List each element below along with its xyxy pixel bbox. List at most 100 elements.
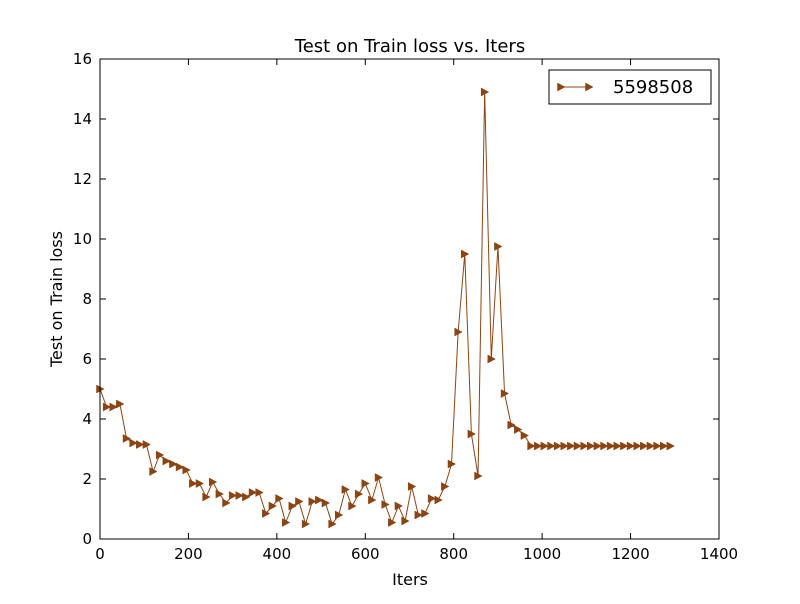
data-point	[288, 501, 297, 511]
data-point	[659, 441, 669, 451]
data-point	[155, 450, 165, 460]
data-point	[268, 501, 277, 511]
data-point	[640, 441, 649, 451]
x-tick-label: 0	[95, 545, 105, 563]
data-point	[553, 441, 563, 451]
data-point	[235, 491, 244, 500]
data-point	[580, 441, 589, 451]
data-point	[567, 441, 576, 451]
data-point	[381, 500, 390, 509]
y-tick-label: 4	[82, 410, 92, 428]
x-tick-label: 1400	[700, 545, 738, 563]
data-point	[494, 242, 503, 251]
data-point	[255, 488, 264, 497]
data-point	[182, 465, 191, 475]
data-point	[666, 441, 675, 451]
data-point	[626, 441, 636, 451]
data-point	[328, 519, 337, 529]
y-tick-label: 8	[82, 290, 92, 308]
data-point	[136, 440, 145, 449]
data-point	[222, 498, 231, 508]
legend-marker	[585, 82, 594, 92]
y-axis-label: Test on Train loss	[47, 231, 66, 368]
y-tick-label: 10	[73, 230, 92, 248]
data-point	[262, 509, 271, 518]
data-point	[454, 327, 463, 337]
y-tick-label: 6	[82, 350, 92, 368]
data-point	[587, 441, 596, 451]
data-point	[169, 459, 178, 469]
data-point	[308, 497, 317, 506]
data-point	[527, 441, 536, 451]
data-point	[653, 441, 662, 451]
data-point	[361, 479, 370, 488]
data-point	[202, 492, 211, 502]
x-axis-label: Iters	[392, 570, 428, 589]
legend: 5598508	[548, 69, 712, 105]
data-point	[295, 497, 304, 506]
data-point	[474, 471, 483, 481]
data-point	[520, 431, 529, 440]
data-point	[162, 456, 171, 466]
data-point	[116, 399, 125, 409]
data-point	[228, 491, 238, 500]
data-point	[427, 494, 437, 503]
data-point	[149, 467, 158, 476]
data-point	[275, 494, 284, 503]
chart-title: Test on Train loss vs. Iters	[294, 36, 525, 57]
data-point	[407, 482, 417, 491]
data-point	[368, 495, 377, 505]
data-point	[540, 441, 549, 451]
data-point	[248, 488, 258, 497]
data-point	[620, 441, 629, 451]
y-tick-label: 16	[73, 50, 92, 68]
data-point	[613, 441, 622, 451]
data-point	[215, 489, 224, 499]
data-point	[354, 489, 364, 499]
data-point	[593, 441, 602, 451]
y-tick-label: 0	[82, 530, 92, 548]
data-point	[447, 459, 457, 469]
data-point	[500, 389, 510, 398]
data-point	[348, 501, 357, 511]
data-point	[242, 492, 251, 502]
x-tick-label: 800	[439, 545, 468, 563]
data-point	[646, 441, 655, 451]
data-point	[573, 441, 583, 451]
data-point	[195, 479, 205, 488]
y-tick-label: 2	[82, 470, 92, 488]
data-point	[514, 425, 523, 434]
x-tick-label: 1200	[611, 545, 649, 563]
data-point	[175, 462, 185, 472]
x-tick-label: 400	[263, 545, 292, 563]
data-point	[281, 518, 291, 527]
data-point	[129, 438, 138, 448]
data-point	[441, 482, 450, 491]
data-point	[321, 498, 331, 508]
data-point	[189, 479, 198, 488]
data-point	[208, 477, 218, 487]
legend-marker	[557, 82, 566, 92]
plot-area: 0 200 400 600 800 1000 1200 1400 0 2 4 6 8 10 12 14 16	[73, 50, 738, 563]
data-point	[434, 495, 443, 505]
data-point	[461, 249, 470, 259]
data-point	[341, 485, 350, 494]
data-point	[335, 510, 344, 520]
data-point	[547, 441, 556, 451]
legend-label: 5598508	[613, 77, 693, 98]
data-point	[102, 402, 112, 412]
data-point	[606, 441, 616, 451]
data-point	[633, 441, 642, 451]
x-tick-label: 200	[174, 545, 203, 563]
data-point	[394, 501, 403, 511]
data-point	[374, 473, 384, 482]
data-point	[315, 495, 324, 505]
data-point	[301, 519, 311, 529]
data-point	[421, 509, 430, 518]
data-point	[142, 440, 151, 449]
data-point	[467, 429, 476, 439]
data-point	[600, 441, 609, 451]
data-point	[533, 441, 543, 451]
